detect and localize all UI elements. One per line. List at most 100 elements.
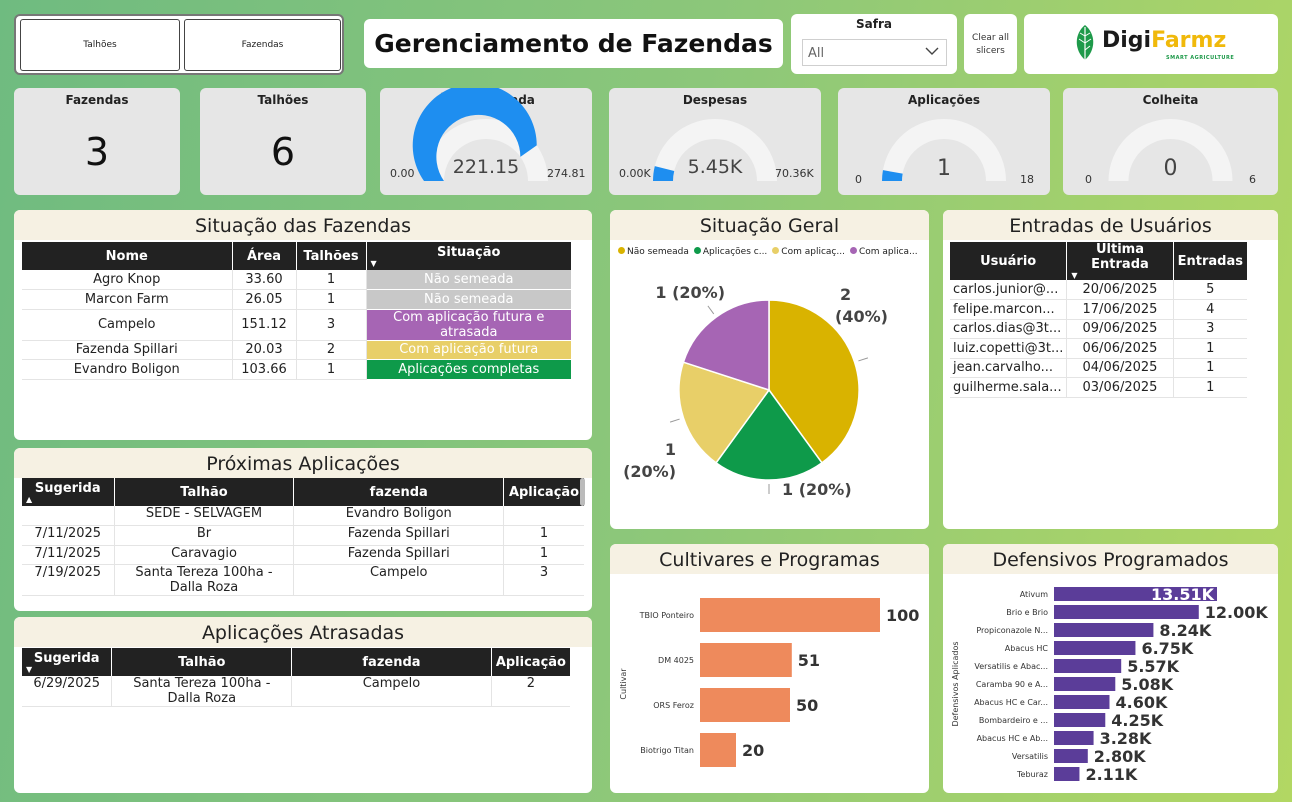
pie-slice[interactable] bbox=[678, 361, 771, 464]
cell-talhao: SEDE - SELVAGEM bbox=[114, 506, 295, 526]
table-row[interactable]: 7/19/2025 Santa Tereza 100ha - Dalla Roza… bbox=[22, 564, 584, 596]
kpi-talhoes-card: Talhões 6 bbox=[200, 88, 366, 195]
table-row[interactable]: felipe.marcon... 17/06/2025 4 bbox=[950, 299, 1247, 320]
cell-sugerida: 7/11/2025 bbox=[22, 545, 115, 565]
col-fazenda[interactable]: fazenda bbox=[291, 648, 492, 676]
table-row[interactable]: Evandro Boligon 103.66 1 Aplicações complet… bbox=[22, 359, 571, 380]
bar[interactable] bbox=[1054, 677, 1116, 691]
bar[interactable] bbox=[1054, 713, 1106, 727]
bar-value-label: 13.51K bbox=[1151, 585, 1215, 604]
cultivares-chart: TBIO Ponteiro 100 DM 4025 51 ORS Feroz 50 Biot… bbox=[619, 598, 919, 767]
bar[interactable] bbox=[1054, 749, 1088, 763]
gauge-colheita-arc bbox=[1108, 119, 1233, 181]
safra-dropdown[interactable]: All bbox=[802, 39, 947, 66]
cell-usuario: felipe.marcon... bbox=[950, 299, 1068, 320]
gauge-area-card: Área Semeada 221.15 0.00 274.81 bbox=[380, 88, 592, 195]
bar[interactable] bbox=[1054, 587, 1217, 601]
gauge-aplicacoes-card: Aplicações 1 0 18 bbox=[838, 88, 1050, 195]
bar[interactable] bbox=[1054, 605, 1199, 619]
legend-item[interactable]: Aplicações c... bbox=[693, 247, 767, 257]
cell-situacao: Com aplicação futura e atrasada bbox=[366, 309, 571, 341]
legend-dot-icon bbox=[849, 247, 857, 254]
table-row[interactable]: Fazenda Spillari 20.03 2 Com aplicação futu… bbox=[22, 340, 571, 360]
bar[interactable] bbox=[1054, 641, 1136, 655]
bar[interactable] bbox=[1054, 767, 1080, 781]
bar[interactable] bbox=[1054, 731, 1094, 745]
bar-value-label: 6.75K bbox=[1141, 639, 1193, 658]
table-row[interactable]: guilherme.sala... 03/06/2025 1 bbox=[950, 377, 1247, 398]
col-talhao[interactable]: Talhão bbox=[114, 478, 295, 506]
table-row[interactable]: luiz.copetti@3t... 06/06/2025 1 bbox=[950, 338, 1247, 359]
table-row[interactable]: carlos.junior@... 20/06/2025 5 bbox=[950, 280, 1247, 300]
bar[interactable] bbox=[700, 733, 736, 767]
pie-data-label: 1 (20%) bbox=[623, 440, 676, 481]
cell-fazenda: Evandro Boligon bbox=[293, 506, 505, 526]
clear-slicers-button[interactable]: Clear all slicers bbox=[964, 14, 1017, 74]
table-row[interactable]: SEDE - SELVAGEM Evandro Boligon bbox=[22, 506, 584, 526]
bar[interactable] bbox=[1054, 659, 1122, 673]
safra-selected-value: All bbox=[808, 46, 825, 61]
bar[interactable] bbox=[1054, 695, 1110, 709]
sort-desc-icon: ▼ bbox=[370, 258, 377, 268]
col-sugerida[interactable]: Sugerida ▼ bbox=[22, 648, 113, 676]
col-fazenda[interactable]: fazenda bbox=[293, 478, 505, 506]
atrasadas-table: Sugerida ▼ Talhão fazenda Aplicação 6/29/… bbox=[22, 648, 570, 707]
category-label: Ativum bbox=[1020, 590, 1048, 599]
table-row[interactable]: jean.carvalho... 04/06/2025 1 bbox=[950, 358, 1247, 378]
cell-ultima-entrada: 03/06/2025 bbox=[1066, 377, 1174, 398]
table-row[interactable]: 7/11/2025 Caravagio Fazenda Spillari 1 bbox=[22, 545, 584, 565]
gauge-aplicacoes-max: 18 bbox=[1020, 173, 1034, 186]
table-row[interactable]: Marcon Farm 26.05 1 Não semeada bbox=[22, 289, 571, 310]
table-row[interactable]: Agro Knop 33.60 1 Não semeada bbox=[22, 270, 571, 290]
pie-slice[interactable] bbox=[715, 388, 823, 481]
cell-nome: Agro Knop bbox=[22, 270, 233, 290]
logo-wordmark: DigiFarmz bbox=[1102, 28, 1226, 53]
cell-nome: Marcon Farm bbox=[22, 289, 233, 310]
pie-slice[interactable] bbox=[768, 299, 860, 464]
bar[interactable] bbox=[700, 643, 792, 677]
gauge-area-min: 0.00 bbox=[390, 167, 415, 180]
gauge-aplicacoes-min: 0 bbox=[855, 173, 862, 186]
kpi-fazendas-title: Fazendas bbox=[65, 93, 129, 107]
cell-entradas: 1 bbox=[1173, 338, 1247, 359]
gauge-area-value: 221.15 bbox=[452, 156, 520, 178]
table-row[interactable]: 7/11/2025 Br Fazenda Spillari 1 bbox=[22, 525, 584, 546]
cell-entradas: 1 bbox=[1173, 358, 1247, 378]
col-sugerida-label: Sugerida bbox=[34, 480, 101, 496]
col-entradas[interactable]: Entradas bbox=[1173, 242, 1247, 280]
cell-talhao: Santa Tereza 100ha - Dalla Roza bbox=[114, 564, 295, 596]
category-label: Versatilis e Abac... bbox=[974, 662, 1048, 671]
col-talhoes[interactable]: Talhões bbox=[296, 242, 367, 270]
proximas-scrollbar[interactable] bbox=[580, 478, 585, 506]
bar[interactable] bbox=[700, 598, 880, 632]
col-aplicacao[interactable]: Aplicação bbox=[503, 478, 584, 506]
col-aplicacao[interactable]: Aplicação bbox=[491, 648, 570, 676]
cell-fazenda: Fazenda Spillari bbox=[293, 545, 505, 565]
legend-item[interactable]: Com aplica... bbox=[849, 247, 918, 257]
col-talhao[interactable]: Talhão bbox=[111, 648, 293, 676]
bar[interactable] bbox=[1054, 623, 1154, 637]
col-sugerida[interactable]: Sugerida ▲ bbox=[22, 478, 115, 506]
cell-usuario: carlos.junior@... bbox=[950, 280, 1068, 300]
table-row[interactable]: Campelo 151.12 3 Com aplicação futura e atr… bbox=[22, 309, 571, 341]
table-row[interactable]: 6/29/2025 Santa Tereza 100ha - Dalla Roza… bbox=[22, 676, 570, 707]
bar[interactable] bbox=[700, 688, 790, 722]
talhoes-nav-button[interactable]: Talhões bbox=[20, 19, 180, 71]
col-situacao[interactable]: Situação ▼ bbox=[366, 242, 571, 270]
col-ultima-entrada[interactable]: Última Entrada ▼ bbox=[1066, 242, 1174, 280]
legend-item[interactable]: Não semeada bbox=[618, 247, 689, 257]
category-label: Bombardeiro e ... bbox=[979, 716, 1048, 725]
table-row[interactable]: carlos.dias@3t... 09/06/2025 3 bbox=[950, 319, 1247, 339]
col-nome[interactable]: Nome bbox=[22, 242, 233, 270]
legend-item[interactable]: Com aplicaç... bbox=[772, 247, 845, 257]
kpi-fazendas-value: 3 bbox=[84, 130, 110, 174]
gauge-despesas-max: 70.36K bbox=[775, 167, 814, 180]
bar-value-label: 100 bbox=[886, 606, 919, 625]
fazendas-nav-button[interactable]: Fazendas bbox=[184, 19, 341, 71]
col-usuario[interactable]: Usuário bbox=[950, 242, 1068, 280]
sort-asc-icon: ▲ bbox=[26, 494, 33, 504]
col-area[interactable]: Área bbox=[232, 242, 297, 270]
category-label: Caramba 90 e A... bbox=[976, 680, 1048, 689]
pie-slice[interactable] bbox=[682, 299, 770, 392]
logo-tagline: SMART AGRICULTURE bbox=[1166, 55, 1235, 61]
